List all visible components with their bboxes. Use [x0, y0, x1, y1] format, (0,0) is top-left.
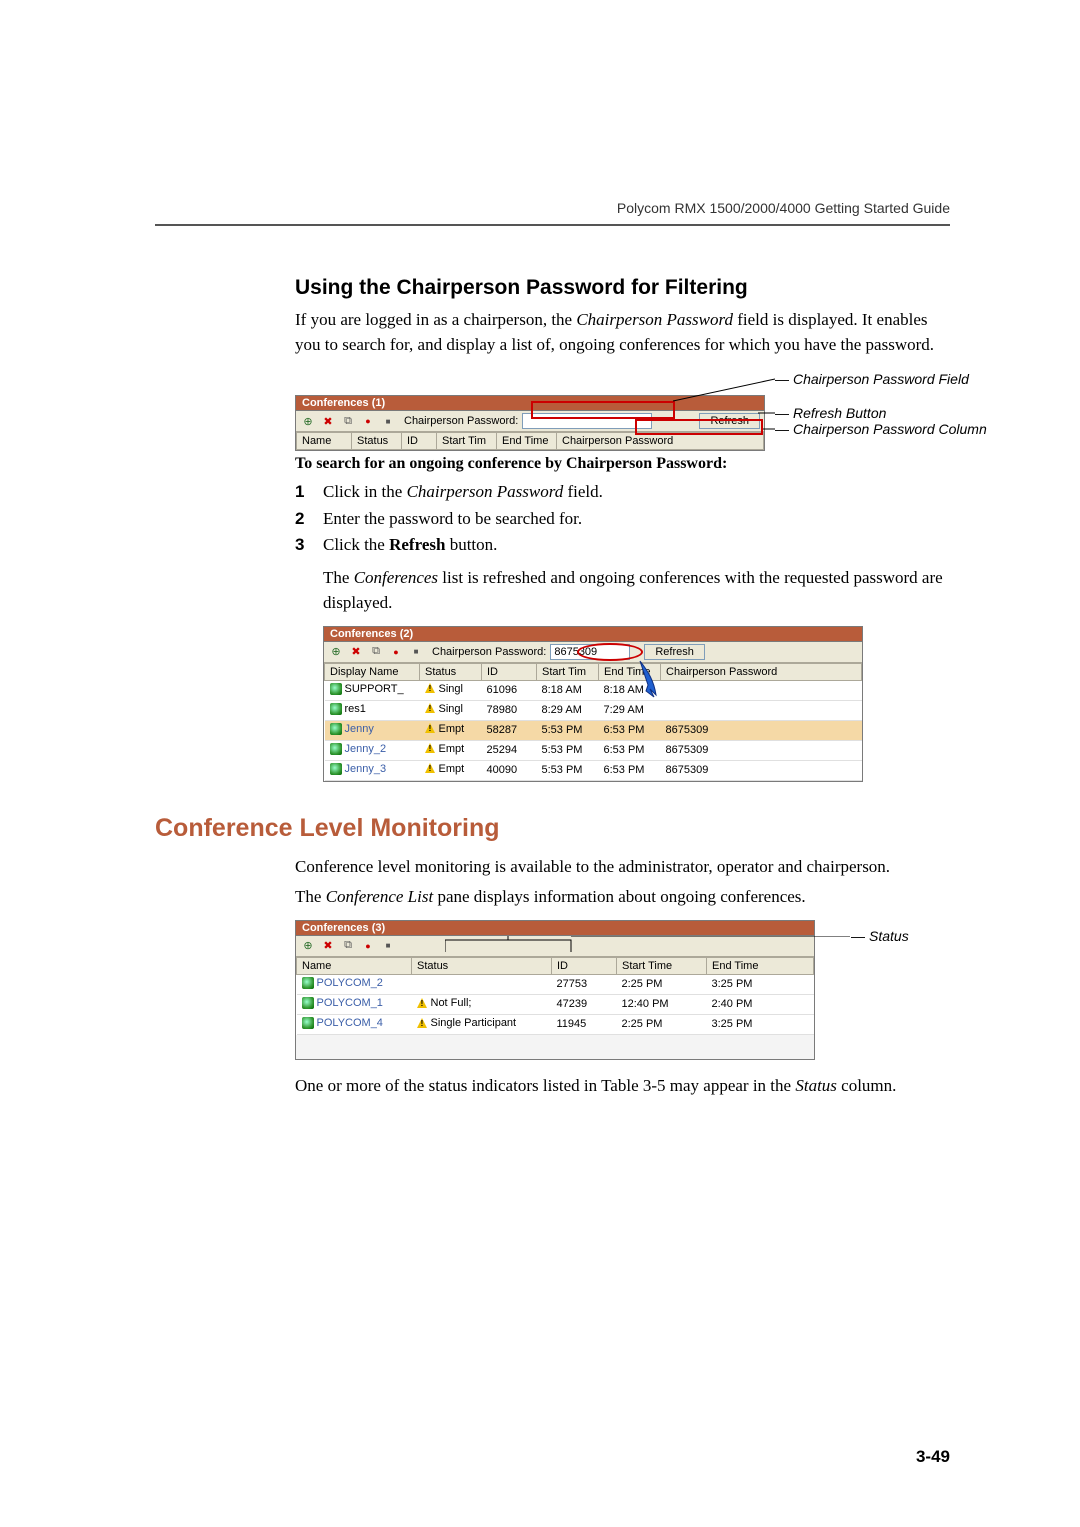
- header-rule: [155, 224, 950, 226]
- warning-icon: [425, 723, 436, 734]
- intro-text-italic: Chairperson Password: [576, 310, 733, 329]
- stop-icon[interactable]: ■: [380, 938, 396, 954]
- pw-label: Chairperson Password:: [432, 646, 546, 658]
- heading-chairperson-filter: Using the Chairperson Password for Filte…: [295, 276, 950, 300]
- conference-icon: [302, 1017, 314, 1029]
- warning-icon: [425, 743, 436, 754]
- table-row[interactable]: Jenny_3 Empt 400905:53 PM6:53 PM8675309: [325, 760, 862, 780]
- col-start[interactable]: Start Time: [617, 957, 707, 974]
- col-end[interactable]: End Time: [707, 957, 814, 974]
- conferences-panel-3: Conferences (3) ⊕ ✖ ⧉ ● ■ Name Status ID…: [295, 920, 815, 1060]
- col-end[interactable]: End Time: [497, 433, 557, 450]
- col-start[interactable]: Start Tim: [437, 433, 497, 450]
- conference-icon: [302, 977, 314, 989]
- refresh-button[interactable]: Refresh: [644, 644, 705, 660]
- step-3: 3Click the Refresh button.: [295, 532, 950, 558]
- panel3-title: Conferences (3): [296, 921, 814, 936]
- intro-text-a: If you are logged in as a chairperson, t…: [295, 310, 576, 329]
- closing-paragraph: One or more of the status indicators lis…: [295, 1074, 950, 1099]
- record-icon[interactable]: ●: [360, 413, 376, 429]
- record-icon[interactable]: ●: [360, 938, 376, 954]
- callout-refresh: —Refresh Button: [775, 405, 886, 421]
- conference-icon: [330, 763, 342, 775]
- monitoring-para-1: Conference level monitoring is available…: [295, 855, 950, 880]
- panel3-toolbar: ⊕ ✖ ⧉ ● ■: [296, 936, 814, 957]
- pw-label: Chairperson Password:: [404, 415, 518, 427]
- warning-icon: [425, 763, 436, 774]
- col-id[interactable]: ID: [402, 433, 437, 450]
- delete-icon[interactable]: ✖: [348, 644, 364, 660]
- stop-icon[interactable]: ■: [380, 413, 396, 429]
- delete-icon[interactable]: ✖: [320, 938, 336, 954]
- link-icon[interactable]: ⧉: [340, 413, 356, 429]
- conference-icon: [330, 703, 342, 715]
- field-highlight-box: [531, 401, 675, 419]
- col-status[interactable]: Status: [412, 957, 552, 974]
- step-2: 2Enter the password to be searched for.: [295, 506, 950, 532]
- warning-icon: [425, 703, 436, 714]
- pw-value-highlight: [577, 643, 643, 661]
- procedure-steps: 1Click in the Chairperson Password field…: [295, 479, 950, 558]
- col-pw[interactable]: Chairperson Password: [557, 433, 764, 450]
- warning-icon: [417, 998, 428, 1009]
- callout-pw-field: —Chairperson Password Field: [775, 371, 969, 387]
- record-icon[interactable]: ●: [388, 644, 404, 660]
- add-conference-icon[interactable]: ⊕: [328, 644, 344, 660]
- conference-icon: [302, 997, 314, 1009]
- add-conference-icon[interactable]: ⊕: [300, 938, 316, 954]
- panel3-table: Name Status ID Start Time End Time POLYC…: [296, 957, 814, 1035]
- add-conference-icon[interactable]: ⊕: [300, 413, 316, 429]
- delete-icon[interactable]: ✖: [320, 413, 336, 429]
- table-row-selected[interactable]: Jenny Empt 582875:53 PM6:53 PM8675309: [325, 720, 862, 740]
- stop-icon[interactable]: ■: [408, 644, 424, 660]
- warning-icon: [417, 1018, 428, 1029]
- running-head: Polycom RMX 1500/2000/4000 Getting Start…: [155, 200, 950, 216]
- intro-paragraph: If you are logged in as a chairperson, t…: [295, 308, 950, 357]
- panel2-title: Conferences (2): [324, 627, 862, 642]
- col-end[interactable]: End Time: [599, 663, 661, 680]
- col-name[interactable]: Name: [297, 957, 412, 974]
- conferences-panel-2: Conferences (2) ⊕ ✖ ⧉ ● ■ Chairperson Pa…: [323, 626, 863, 782]
- col-status[interactable]: Status: [420, 663, 482, 680]
- table-row[interactable]: POLYCOM_4 Single Participant 119452:25 P…: [297, 1014, 814, 1034]
- heading-conference-monitoring: Conference Level Monitoring: [155, 814, 950, 843]
- table-row[interactable]: res1 Singl 789808:29 AM7:29 AM: [325, 700, 862, 720]
- link-icon[interactable]: ⧉: [368, 644, 384, 660]
- col-display-name[interactable]: Display Name: [325, 663, 420, 680]
- column-highlight-box: [635, 419, 763, 435]
- col-pw[interactable]: Chairperson Password: [661, 663, 862, 680]
- page-number: 3-49: [916, 1447, 950, 1467]
- monitoring-para-2: The Conference List pane displays inform…: [295, 885, 950, 910]
- table-row[interactable]: Jenny_2 Empt 252945:53 PM6:53 PM8675309: [325, 740, 862, 760]
- callout-status: —Status: [851, 928, 909, 944]
- conference-icon: [330, 723, 342, 735]
- conference-icon: [330, 743, 342, 755]
- search-procedure-lead: To search for an ongoing conference by C…: [295, 455, 950, 473]
- table-row[interactable]: POLYCOM_2 277532:25 PM3:25 PM: [297, 974, 814, 994]
- callout-pw-column: —Chairperson Password Column: [775, 421, 987, 437]
- col-name[interactable]: Name: [297, 433, 352, 450]
- step-result: The Conferences list is refreshed and on…: [323, 566, 950, 615]
- col-id[interactable]: ID: [552, 957, 617, 974]
- col-start[interactable]: Start Tim: [537, 663, 599, 680]
- step-1: 1Click in the Chairperson Password field…: [295, 479, 950, 505]
- warning-icon: [425, 683, 436, 694]
- table-row[interactable]: SUPPORT_ Singl 610968:18 AM8:18 AM: [325, 680, 862, 700]
- link-icon[interactable]: ⧉: [340, 938, 356, 954]
- col-id[interactable]: ID: [482, 663, 537, 680]
- table-row[interactable]: POLYCOM_1 Not Full; 4723912:40 PM2:40 PM: [297, 994, 814, 1014]
- panel2-table: Display Name Status ID Start Tim End Tim…: [324, 663, 862, 781]
- col-status[interactable]: Status: [352, 433, 402, 450]
- conference-icon: [330, 683, 342, 695]
- panel1-title: Conferences (1): [296, 396, 764, 411]
